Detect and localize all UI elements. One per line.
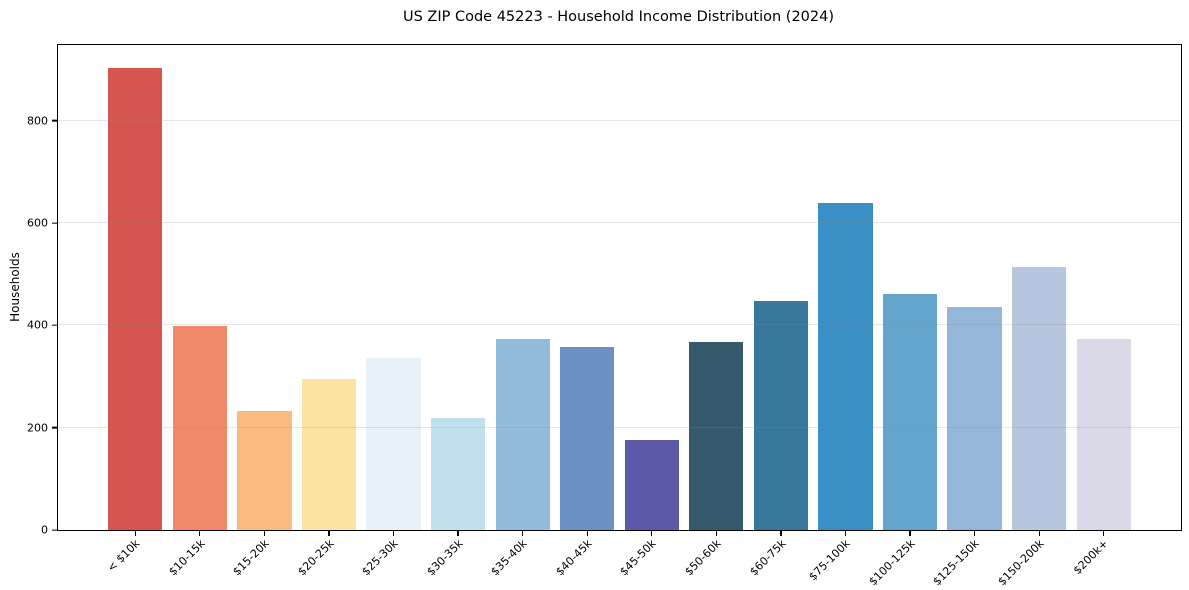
chart-title: US ZIP Code 45223 - Household Income Dis… [402, 9, 835, 25]
x-tick-mark [973, 531, 976, 536]
x-tick-label-100-125k: $100-125k [866, 537, 918, 589]
y-tick-mark-800 [52, 120, 57, 122]
x-tick-label-125-150k: $125-150k [930, 537, 982, 589]
bar-slot [942, 45, 1007, 530]
bar-50-60k [689, 342, 744, 530]
bar-25-30k [366, 357, 421, 530]
gridline-400 [58, 324, 1181, 326]
y-tick-mark-400 [52, 324, 57, 327]
y-tick-mark-600 [52, 222, 57, 224]
x-tick-mark [844, 531, 847, 536]
bar-15-20k [237, 411, 292, 530]
y-tick-label-0: 0 [41, 523, 48, 537]
bar-slot [555, 45, 620, 530]
bar-slot [1071, 45, 1136, 530]
bar-slot [878, 45, 943, 530]
bar-40-45k [560, 347, 615, 530]
x-tick-mark [134, 531, 136, 536]
bar-slot [361, 45, 426, 530]
x-tick-mark [392, 531, 395, 536]
x-tick-label-10-15k: $10-15k [165, 537, 208, 579]
bar-10k [108, 68, 163, 530]
y-tick-label-600: 600 [27, 216, 48, 230]
plot-area: 0 200 400 600 800 < $10k $10-15k $15-20k $20-25k… [27, 44, 1182, 588]
gridline-800 [58, 119, 1181, 121]
bar-slot [297, 45, 362, 530]
bar-125-150k [947, 307, 1002, 530]
x-tick-mark [909, 531, 911, 536]
x-tick-label-25-30k: $25-30k [359, 537, 401, 579]
x-tick-label-30-35k: $30-35k [424, 537, 466, 579]
x-tick-mark [1038, 531, 1040, 536]
bar-slot [813, 45, 878, 530]
bar-slot [232, 45, 297, 530]
y-tick-mark-0 [52, 529, 57, 531]
bar-slot [620, 45, 685, 530]
x-tick-mark [780, 531, 782, 536]
bar-150-200k [1012, 266, 1067, 530]
y-tick-mark-200 [52, 427, 57, 429]
x-tick-mark [328, 531, 330, 536]
y-axis-label: Households [8, 252, 22, 322]
x-tick-label-45-50k: $45-50k [617, 537, 659, 579]
bar-slot [426, 45, 491, 530]
bar-45-50k [624, 440, 679, 530]
x-tick-mark [586, 531, 588, 536]
x-tick-mark [199, 531, 201, 536]
bar-60-75k [753, 301, 809, 530]
y-tick-label-200: 200 [27, 421, 48, 435]
x-tick-mark [263, 531, 266, 536]
x-tick-label-15-20k: $15-20k [230, 537, 272, 579]
x-tick-label-20-25k: $20-25k [294, 537, 337, 579]
bar-10-15k [172, 326, 227, 530]
bar-slot [490, 45, 555, 530]
x-tick-label-150-200k: $150-200k [995, 537, 1047, 589]
x-tick-label-10k: < $10k [104, 537, 143, 575]
x-tick-label-200k: $200k+ [1070, 537, 1111, 578]
bar-slot [1007, 45, 1072, 530]
x-tick-label-50-60k: $50-60k [682, 537, 724, 579]
gridline-600 [58, 222, 1181, 224]
x-tick-mark [457, 531, 459, 536]
y-tick-label-400: 400 [27, 318, 48, 332]
bar-20-25k [301, 379, 357, 530]
bar-slot [684, 45, 749, 530]
x-tick-mark [715, 531, 717, 536]
y-tick-label-800: 800 [27, 114, 48, 128]
bar-30-35k [430, 418, 486, 530]
bar-slot [749, 45, 814, 530]
gridline-200 [58, 426, 1181, 428]
x-tick-mark [1103, 531, 1105, 536]
bar-75-100k [818, 202, 873, 530]
x-tick-label-40-45k: $40-45k [553, 537, 595, 579]
x-tick-mark [522, 531, 524, 536]
x-tick-label-75-100k: $75-100k [806, 537, 853, 584]
bars-row [103, 45, 1136, 530]
bar-100-125k [882, 293, 938, 530]
bar-slot [168, 45, 233, 530]
bar-35-40k [495, 339, 550, 530]
x-tick-label-35-40k: $35-40k [488, 537, 530, 579]
bar-200k [1076, 338, 1131, 530]
x-tick-label-60-75k: $60-75k [746, 537, 789, 579]
bar-slot [103, 45, 168, 530]
x-tick-mark [651, 531, 653, 536]
